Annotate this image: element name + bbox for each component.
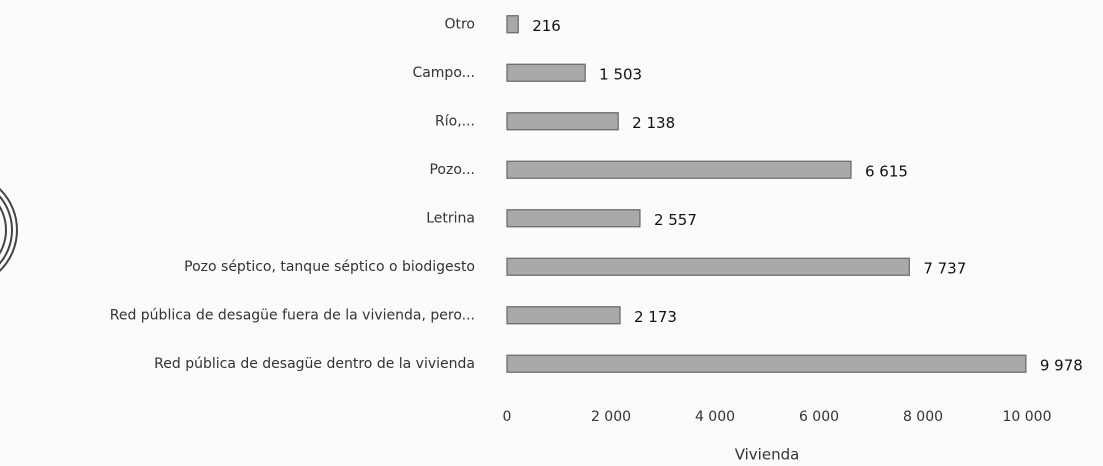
bar [506,15,519,34]
value-label: 216 [532,17,561,35]
x-tick-label: 2 000 [591,409,631,425]
bar [506,112,619,131]
x-tick-label: 0 [503,409,512,425]
bar [506,257,910,276]
value-label: 6 615 [865,162,908,180]
bar [506,160,852,179]
x-tick-label: 6 000 [799,409,839,425]
y-tick-label: Otro [444,16,475,32]
x-tick-label: 8 000 [903,409,943,425]
y-tick-label: Letrina [426,210,475,226]
value-label: 2 138 [632,114,675,132]
value-label: 1 503 [599,65,642,83]
y-tick-label: Campo... [412,65,475,81]
bar [506,63,586,82]
y-tick-label: Red pública de desagüe fuera de la vivie… [110,307,475,323]
value-label: 9 978 [1040,356,1083,374]
bar [506,354,1027,373]
y-tick-label: Río,... [435,113,475,129]
x-tick-label: 10 000 [1003,409,1052,425]
bar [506,209,641,228]
value-label: 2 557 [654,211,697,229]
value-label: 7 737 [923,259,966,277]
bar [506,306,621,325]
x-axis-title: Vivienda [735,446,800,464]
stamp [0,188,18,272]
value-label: 2 173 [634,308,677,326]
y-tick-label: Pozo séptico, tanque séptico o biodigest… [184,259,475,275]
x-tick-label: 4 000 [695,409,735,425]
y-tick-label: Pozo... [429,162,475,178]
y-tick-label: Red pública de desagüe dentro de la vivi… [154,356,475,372]
